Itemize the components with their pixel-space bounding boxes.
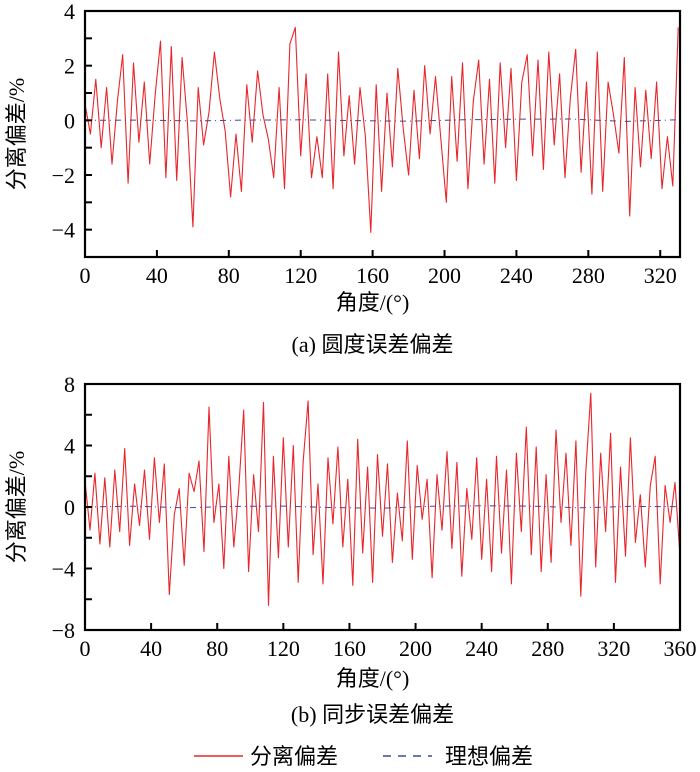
x-tick-label: 160 bbox=[356, 263, 389, 288]
x-tick-label: 360 bbox=[664, 636, 697, 661]
x-tick-label: 0 bbox=[80, 636, 91, 661]
x-axis-title: 角度/(°) bbox=[336, 290, 410, 315]
y-tick-label: 4 bbox=[64, 434, 75, 459]
x-tick-label: 120 bbox=[267, 636, 300, 661]
separation-deviation-line bbox=[84, 392, 681, 606]
x-tick-label: 40 bbox=[146, 263, 168, 288]
legend-label-separation: 分离偏差 bbox=[250, 744, 338, 769]
legend-label-ideal: 理想偏差 bbox=[445, 744, 533, 769]
chart-caption: (a) 圆度误差偏差 bbox=[292, 332, 454, 357]
x-tick-label: 320 bbox=[644, 263, 677, 288]
chart-a: 0 40 80 120 160 200 240 280 320 −4 −2 0 2 4 角度/(°) 分离偏差… bbox=[4, 0, 682, 357]
x-tick-label: 280 bbox=[531, 636, 564, 661]
chart-caption: (b) 同步误差偏差 bbox=[291, 702, 454, 727]
x-tick-label: 40 bbox=[140, 636, 162, 661]
x-tick-label: 80 bbox=[206, 636, 228, 661]
x-tick-label: 160 bbox=[333, 636, 366, 661]
plot-frame bbox=[83, 382, 682, 632]
x-tick-label: 280 bbox=[572, 263, 605, 288]
y-axis-title: 分离偏差/% bbox=[4, 78, 29, 190]
y-tick-label: 8 bbox=[64, 372, 75, 397]
separation-deviation-line bbox=[84, 26, 679, 233]
y-tick-label: 0 bbox=[64, 108, 75, 133]
y-tick-label: −4 bbox=[52, 557, 75, 582]
ideal-deviation-line bbox=[84, 505, 681, 509]
y-tick-label: −2 bbox=[52, 163, 75, 188]
x-tick-label: 120 bbox=[284, 263, 317, 288]
x-axis-title: 角度/(°) bbox=[336, 666, 410, 691]
y-tick-label: 0 bbox=[64, 495, 75, 520]
x-tick-label: 200 bbox=[428, 263, 461, 288]
y-axis-title: 分离偏差/% bbox=[4, 451, 29, 563]
y-tick-label: 4 bbox=[64, 0, 75, 24]
x-tick-label: 80 bbox=[218, 263, 240, 288]
legend: 分离偏差 理想偏差 bbox=[194, 744, 533, 769]
y-tick-label: 2 bbox=[64, 54, 75, 79]
plot-frame bbox=[83, 9, 682, 259]
x-tick-label: 240 bbox=[465, 636, 498, 661]
x-tick-label: 0 bbox=[80, 263, 91, 288]
y-tick-label: −8 bbox=[52, 618, 75, 643]
x-tick-label: 200 bbox=[399, 636, 432, 661]
y-tick-label: −4 bbox=[52, 218, 75, 243]
x-tick-label: 320 bbox=[597, 636, 630, 661]
x-tick-label: 240 bbox=[500, 263, 533, 288]
chart-b: 0 40 80 120 160 200 240 280 320 360 −8 −4 0 4 8 角度/(°) 分… bbox=[4, 372, 697, 727]
